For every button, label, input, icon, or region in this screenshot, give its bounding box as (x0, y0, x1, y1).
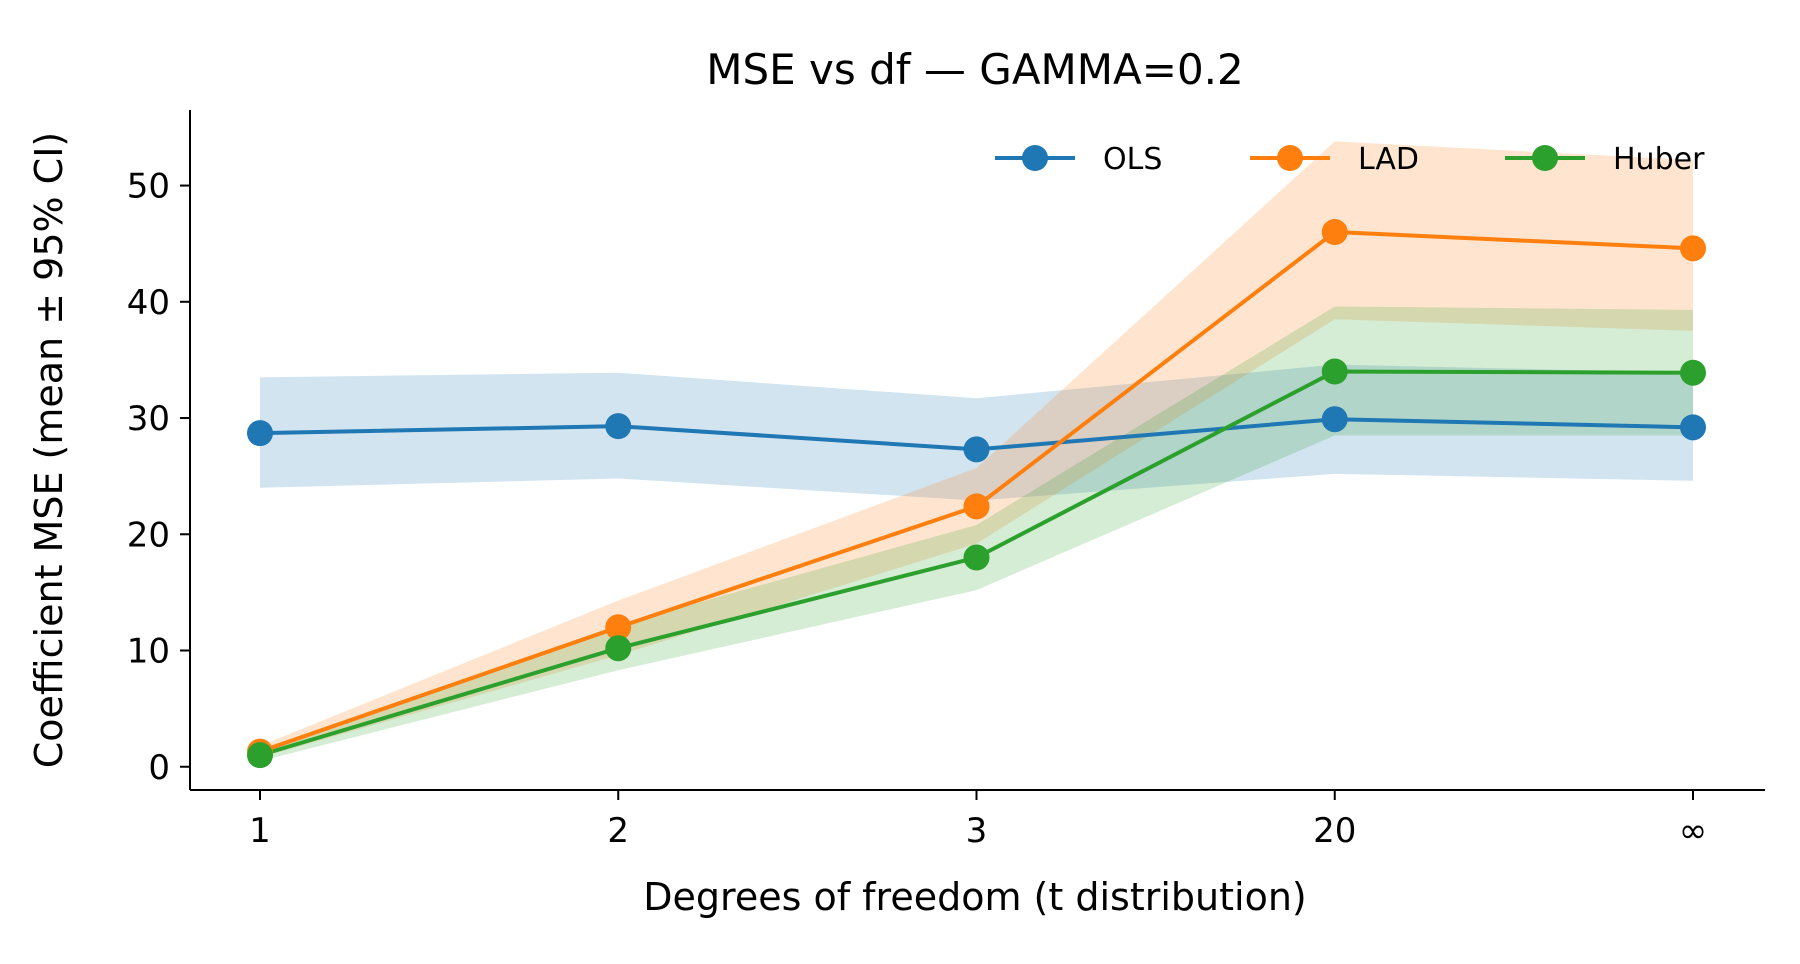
data-point-lad-2 (605, 614, 632, 641)
y-tick-label: 50 (127, 167, 170, 207)
x-tick-label: ∞ (1679, 811, 1707, 851)
legend-marker (1022, 145, 1048, 171)
data-point-lad-5 (1680, 235, 1706, 262)
y-tick-label: 20 (127, 515, 170, 555)
x-axis-label: Degrees of freedom (t distribution) (643, 875, 1306, 919)
legend-item-lad: LAD (1250, 142, 1419, 177)
data-point-ols-4 (1321, 406, 1348, 433)
data-point-ols-3 (963, 436, 990, 463)
y-tick-label: 10 (127, 632, 170, 672)
data-point-lad-3 (963, 493, 990, 520)
data-point-lad-4 (1321, 219, 1348, 246)
ci-band-ols (260, 364, 1693, 501)
data-point-huber-2 (605, 635, 632, 662)
y-tick-label: 0 (148, 748, 170, 788)
y-axis-label: Coefficient MSE (mean ± 95% CI) (27, 132, 71, 768)
data-point-huber-5 (1680, 359, 1706, 386)
legend-item-ols: OLS (995, 142, 1162, 177)
data-point-ols-1 (247, 420, 273, 447)
data-point-huber-4 (1321, 358, 1348, 385)
legend-label: LAD (1358, 142, 1419, 177)
series-markers (247, 219, 1706, 769)
data-point-ols-5 (1680, 414, 1706, 441)
y-tick-label: 30 (127, 399, 170, 439)
x-tick-label: 3 (966, 811, 988, 851)
legend-marker (1532, 145, 1558, 171)
data-point-huber-3 (963, 544, 990, 571)
legend-label: Huber (1613, 142, 1705, 177)
x-tick-label: 2 (607, 811, 629, 851)
x-tick-label: 20 (1313, 811, 1356, 851)
x-tick-label: 1 (249, 811, 271, 851)
legend-marker (1277, 145, 1303, 171)
data-point-huber-1 (247, 742, 273, 769)
chart-title: MSE vs df — GAMMA=0.2 (706, 45, 1244, 94)
legend-label: OLS (1103, 142, 1162, 177)
legend: OLS LAD Huber (995, 142, 1705, 177)
data-point-ols-2 (605, 413, 632, 440)
axes: 0 10 20 30 40 50 1 2 3 20 ∞ (127, 110, 1765, 851)
legend-item-huber: Huber (1505, 142, 1705, 177)
ci-band-lad (260, 141, 1693, 758)
y-tick-label: 40 (127, 283, 170, 323)
